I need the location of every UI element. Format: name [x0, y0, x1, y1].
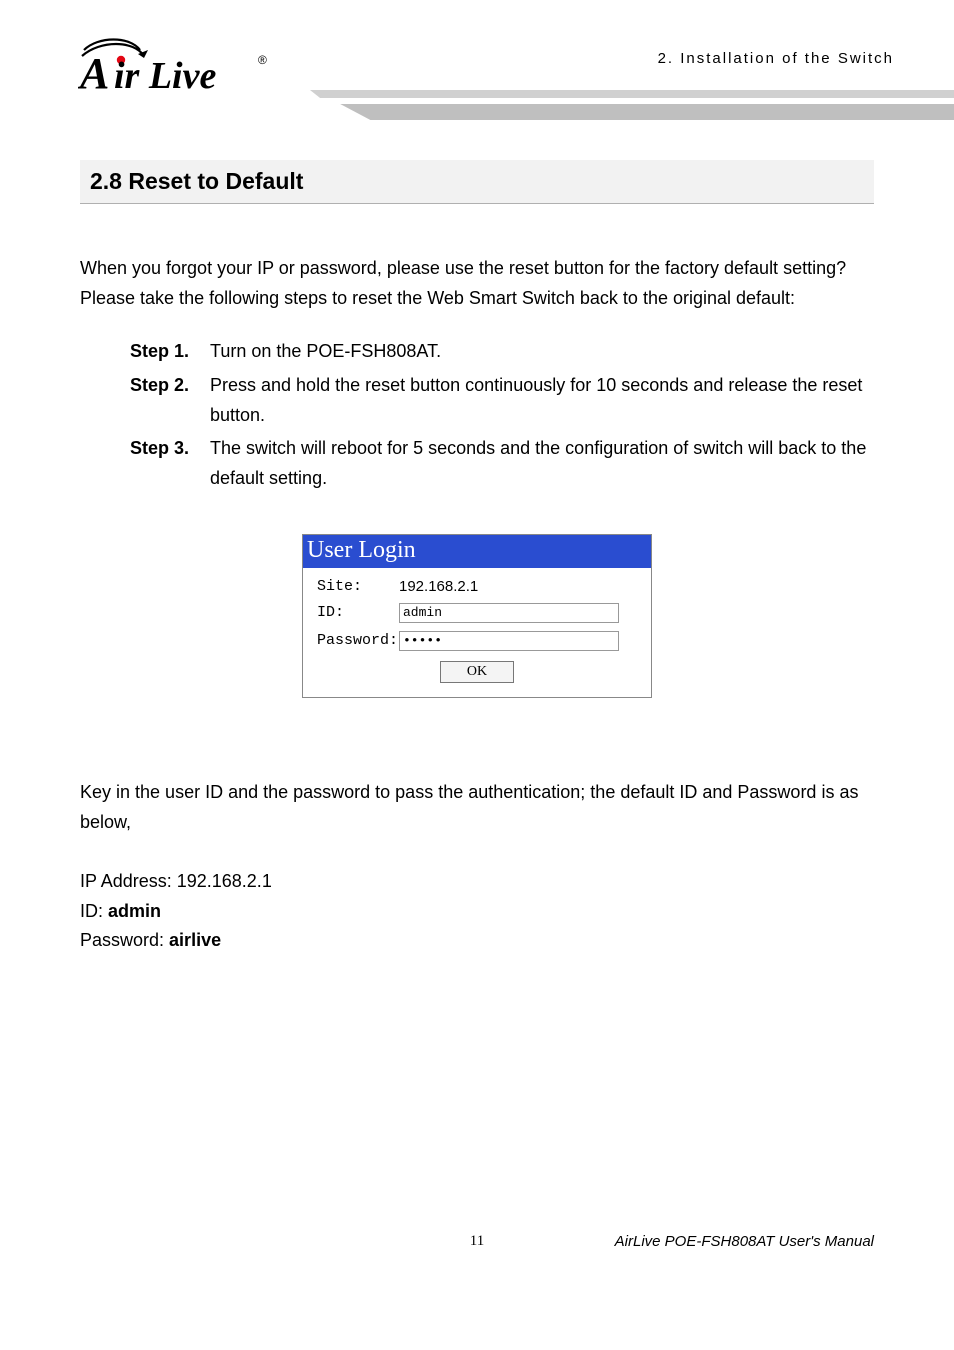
- credentials-intro: Key in the user ID and the password to p…: [80, 778, 874, 837]
- id-label-text: ID:: [80, 901, 108, 921]
- login-row-id: ID:: [317, 603, 637, 623]
- ip-line: IP Address: 192.168.2.1: [80, 867, 874, 897]
- step-item: Step 2. Press and hold the reset button …: [130, 371, 874, 430]
- ok-button[interactable]: OK: [440, 661, 514, 683]
- pw-value-text: airlive: [169, 930, 221, 950]
- ip-label: IP Address:: [80, 871, 177, 891]
- step-item: Step 1. Turn on the POE-FSH808AT.: [130, 337, 874, 367]
- airlive-logo: A ir Live ®: [78, 30, 278, 99]
- login-row-site: Site: 192.168.2.1: [317, 578, 637, 595]
- pw-line: Password: airlive: [80, 926, 874, 956]
- id-line: ID: admin: [80, 897, 874, 927]
- step-text: The switch will reboot for 5 seconds and…: [210, 434, 874, 493]
- ip-value: 192.168.2.1: [177, 871, 272, 891]
- svg-text:®: ®: [258, 53, 267, 67]
- page-header: A ir Live ® 2. Installation of the Switc…: [0, 0, 954, 140]
- page-number: 11: [470, 1233, 484, 1250]
- credentials-block: Key in the user ID and the password to p…: [80, 778, 874, 956]
- id-value-text: admin: [108, 901, 161, 921]
- login-title: User Login: [303, 535, 651, 568]
- site-label: Site:: [317, 578, 399, 595]
- svg-text:ir Live: ir Live: [114, 55, 216, 94]
- login-row-password: Password:: [317, 631, 637, 651]
- section-heading: 2.8 Reset to Default: [90, 168, 864, 195]
- pw-label-text: Password:: [80, 930, 169, 950]
- id-input[interactable]: [399, 603, 619, 623]
- step-item: Step 3. The switch will reboot for 5 sec…: [130, 434, 874, 493]
- step-text: Press and hold the reset button continuo…: [210, 371, 874, 430]
- password-label: Password:: [317, 632, 399, 649]
- login-body: Site: 192.168.2.1 ID: Password: OK: [303, 568, 651, 697]
- manual-title: AirLive POE-FSH808AT User's Manual: [615, 1233, 874, 1250]
- step-label: Step 2.: [130, 371, 210, 430]
- step-text: Turn on the POE-FSH808AT.: [210, 337, 874, 367]
- step-label: Step 3.: [130, 434, 210, 493]
- intro-paragraph: When you forgot your IP or password, ple…: [80, 254, 874, 313]
- page-footer: 11 AirLive POE-FSH808AT User's Manual: [80, 1233, 874, 1250]
- password-input[interactable]: [399, 631, 619, 651]
- svg-text:A: A: [78, 49, 109, 94]
- login-screenshot: User Login Site: 192.168.2.1 ID: Passwor…: [302, 534, 652, 698]
- ok-button-wrap: OK: [317, 661, 637, 683]
- step-label: Step 1.: [130, 337, 210, 367]
- site-value: 192.168.2.1: [399, 578, 478, 595]
- steps-list: Step 1. Turn on the POE-FSH808AT. Step 2…: [130, 337, 874, 493]
- login-box: User Login Site: 192.168.2.1 ID: Passwor…: [302, 534, 652, 698]
- header-divider: [310, 90, 954, 120]
- id-label: ID:: [317, 604, 399, 621]
- chapter-label: 2. Installation of the Switch: [658, 50, 894, 67]
- section-heading-bar: 2.8 Reset to Default: [80, 160, 874, 204]
